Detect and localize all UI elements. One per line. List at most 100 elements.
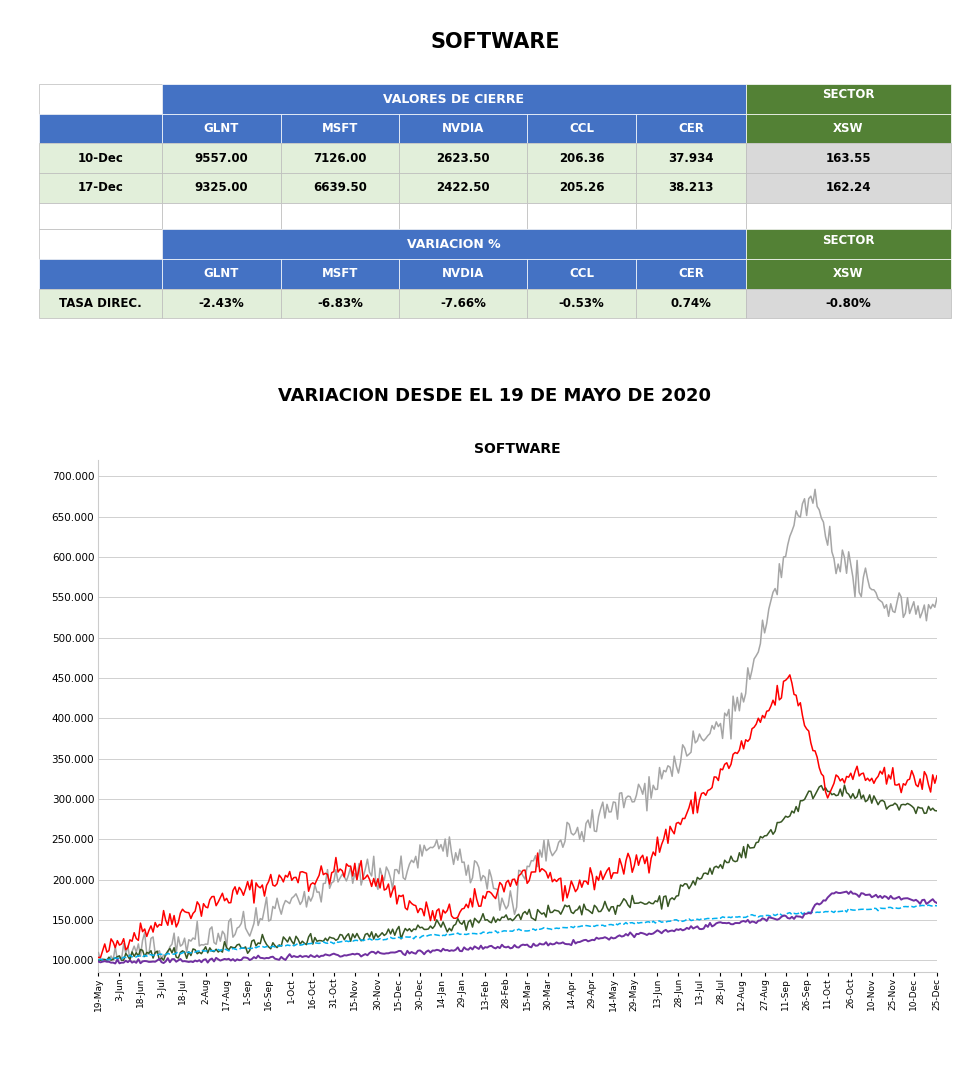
Bar [163,114,280,144]
Text: 206.36: 206.36 [559,151,605,165]
Text: SECTOR: SECTOR [822,234,874,247]
Bar [527,114,636,144]
Text: 38.213: 38.213 [668,181,713,194]
GLNT [426,905,438,917]
Text: 2623.50: 2623.50 [436,151,490,165]
NVDIA [196,938,208,951]
CCL [426,944,438,957]
Text: TASA DIREC.: TASA DIREC. [60,297,142,310]
Bar [280,173,399,203]
Bar [746,203,951,230]
Text: 0.74%: 0.74% [670,297,711,310]
Text: 17-Dec: 17-Dec [77,181,123,194]
CER [698,913,710,926]
Line: CER: CER [98,906,937,960]
CER [424,928,436,941]
Text: 205.26: 205.26 [559,181,605,194]
Text: CCL: CCL [569,122,594,135]
Text: CER: CER [678,122,704,135]
Text: -0.53%: -0.53% [559,297,605,310]
Bar [636,114,746,144]
CER [620,916,632,929]
Title: SOFTWARE: SOFTWARE [474,442,561,456]
Line: MSFT: MSFT [98,785,937,960]
CCL [704,916,715,929]
Bar [746,144,951,173]
NVDIA [809,483,821,496]
Bar [527,144,636,173]
Text: CCL: CCL [569,267,594,280]
Bar [399,173,527,203]
GLNT [95,951,107,964]
CCL [368,945,379,958]
MSFT [366,925,377,938]
Bar [636,289,746,319]
GLNT [368,872,379,885]
MSFT [424,920,436,932]
NVDIA [95,954,107,967]
Bar [280,203,399,230]
CCL [92,955,104,968]
Bar [746,289,951,319]
Bar [280,259,399,289]
CER [366,934,377,946]
MSFT [931,805,943,818]
Text: SECTOR: SECTOR [822,88,874,101]
Bar [399,259,527,289]
Text: 7126.00: 7126.00 [314,151,367,165]
MSFT [702,868,713,881]
Text: CER: CER [678,267,704,280]
NVDIA [426,841,438,854]
CCL [931,897,943,910]
NVDIA [704,727,715,740]
Bar [746,84,951,114]
Text: VARIACION DESDE EL 19 DE MAYO DE 2020: VARIACION DESDE EL 19 DE MAYO DE 2020 [278,387,711,406]
Text: 2422.50: 2422.50 [436,181,490,194]
MSFT [193,945,205,958]
Bar [39,173,163,203]
GLNT [704,783,715,796]
Bar [527,173,636,203]
Text: -0.80%: -0.80% [825,297,871,310]
Text: VALORES DE CIERRE: VALORES DE CIERRE [383,92,524,105]
Bar [399,144,527,173]
Bar [746,114,951,144]
Bar [39,230,163,259]
Bar [39,114,163,144]
Text: SOFTWARE: SOFTWARE [430,32,560,52]
GLNT [784,668,796,681]
Line: NVDIA: NVDIA [98,489,937,960]
CER [92,954,104,967]
Text: MSFT: MSFT [321,267,358,280]
Line: CCL: CCL [98,892,937,964]
Bar [39,144,163,173]
CER [193,944,205,957]
Bar [746,173,951,203]
Bar [39,289,163,319]
GLNT [700,789,711,802]
CCL [700,918,711,931]
GLNT [622,847,634,859]
MSFT [839,779,851,792]
NVDIA [622,790,634,803]
Bar [527,203,636,230]
MSFT [698,867,710,880]
Bar [746,230,951,259]
Bar [163,144,280,173]
Text: -2.43%: -2.43% [199,297,244,310]
GLNT [196,910,208,923]
CER [922,899,934,912]
CER [702,912,713,925]
CCL [845,885,857,898]
Bar [399,203,527,230]
Bar [527,259,636,289]
Text: NVDIA: NVDIA [442,267,484,280]
Bar [163,173,280,203]
Line: GLNT: GLNT [98,675,937,957]
Bar [39,259,163,289]
Bar [280,144,399,173]
NVDIA [368,850,379,863]
Text: MSFT: MSFT [321,122,358,135]
Bar [636,203,746,230]
Bar [399,289,527,319]
